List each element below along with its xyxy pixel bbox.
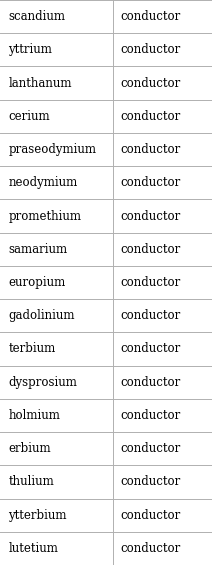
Text: conductor: conductor xyxy=(121,475,181,488)
Text: neodymium: neodymium xyxy=(8,176,78,189)
Text: thulium: thulium xyxy=(8,475,54,488)
Text: conductor: conductor xyxy=(121,77,181,90)
Text: promethium: promethium xyxy=(8,210,81,223)
Text: praseodymium: praseodymium xyxy=(8,143,96,156)
Text: europium: europium xyxy=(8,276,66,289)
Text: conductor: conductor xyxy=(121,409,181,422)
Text: samarium: samarium xyxy=(8,243,68,256)
Text: conductor: conductor xyxy=(121,10,181,23)
Text: cerium: cerium xyxy=(8,110,50,123)
Text: gadolinium: gadolinium xyxy=(8,309,75,322)
Text: holmium: holmium xyxy=(8,409,60,422)
Text: conductor: conductor xyxy=(121,143,181,156)
Text: yttrium: yttrium xyxy=(8,44,52,57)
Text: conductor: conductor xyxy=(121,276,181,289)
Text: conductor: conductor xyxy=(121,542,181,555)
Text: lutetium: lutetium xyxy=(8,542,58,555)
Text: conductor: conductor xyxy=(121,342,181,355)
Text: conductor: conductor xyxy=(121,44,181,57)
Text: terbium: terbium xyxy=(8,342,56,355)
Text: conductor: conductor xyxy=(121,176,181,189)
Text: erbium: erbium xyxy=(8,442,51,455)
Text: conductor: conductor xyxy=(121,110,181,123)
Text: conductor: conductor xyxy=(121,442,181,455)
Text: conductor: conductor xyxy=(121,508,181,521)
Text: scandium: scandium xyxy=(8,10,66,23)
Text: conductor: conductor xyxy=(121,210,181,223)
Text: ytterbium: ytterbium xyxy=(8,508,67,521)
Text: conductor: conductor xyxy=(121,376,181,389)
Text: dysprosium: dysprosium xyxy=(8,376,77,389)
Text: lanthanum: lanthanum xyxy=(8,77,72,90)
Text: conductor: conductor xyxy=(121,243,181,256)
Text: conductor: conductor xyxy=(121,309,181,322)
